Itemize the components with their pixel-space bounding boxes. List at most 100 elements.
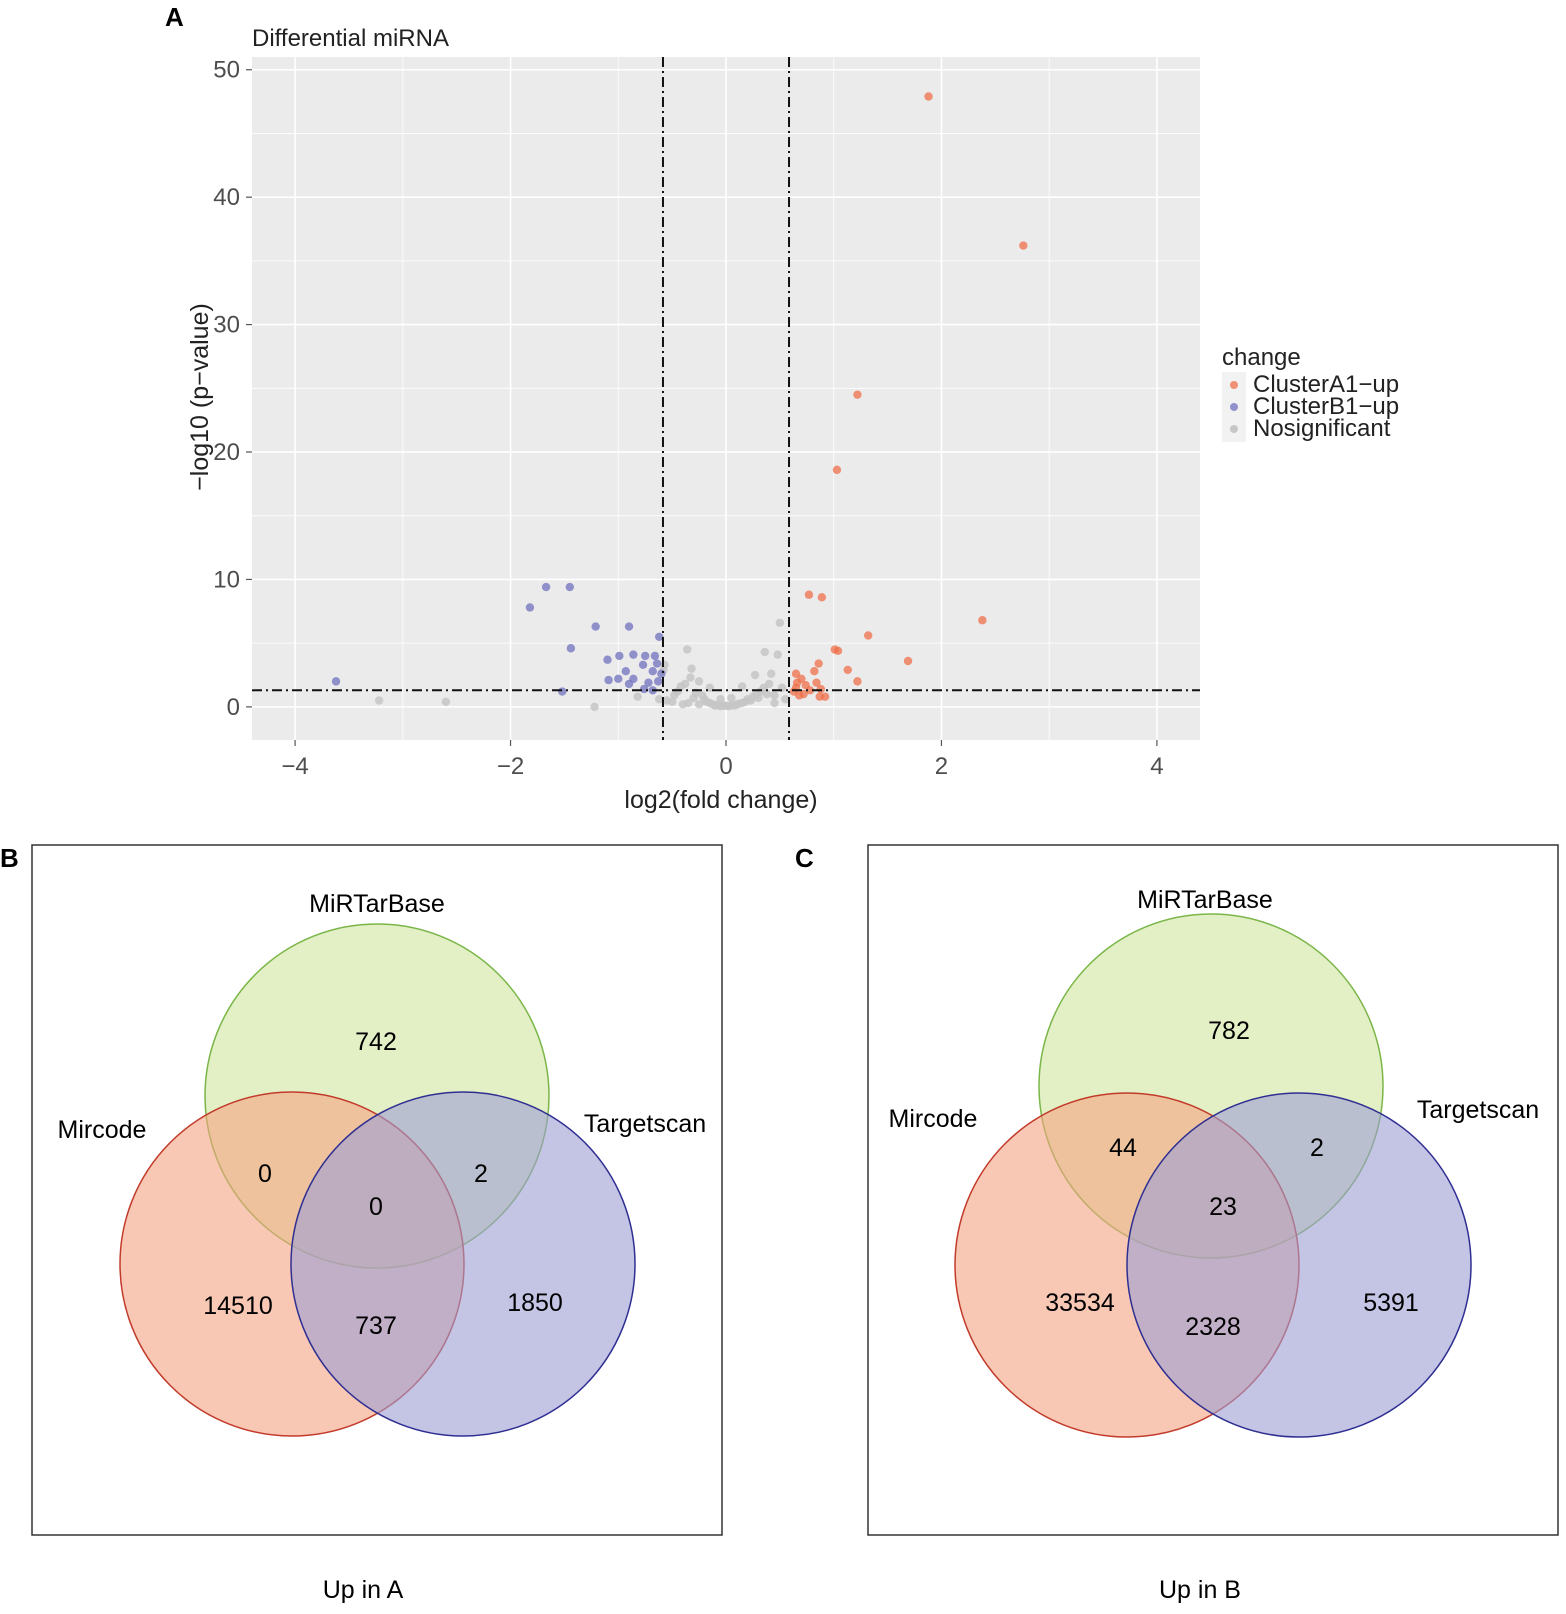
legend-title: change: [1222, 344, 1301, 371]
point-clusterB1: [648, 666, 657, 676]
point-nosig: [441, 697, 451, 706]
point-clusterB1: [652, 659, 662, 668]
region-mircode-mirtarbase: 44: [1109, 1134, 1137, 1162]
venn-circle-targetscan: [1126, 1092, 1472, 1438]
venn-caption: Up in B: [1159, 1576, 1241, 1604]
point-clusterA1: [816, 684, 825, 694]
y-tick-label: 0: [227, 694, 240, 721]
point-nosig: [781, 695, 790, 704]
region-all-three: 0: [369, 1193, 383, 1221]
point-clusterA1: [853, 677, 862, 686]
y-tick-label: 40: [213, 184, 240, 211]
set-label-mircode: Mircode: [889, 1105, 978, 1133]
point-clusterA1: [832, 465, 842, 475]
legend-swatch-clustera1: [1230, 381, 1238, 389]
point-clusterA1: [843, 665, 852, 675]
point-nosig: [686, 673, 695, 682]
legend-entry-nosig: Nosignificant: [1253, 415, 1391, 442]
set-label-targetscan: Targetscan: [1417, 1096, 1539, 1124]
region-mircode-only: 14510: [203, 1292, 273, 1320]
point-nosig: [760, 647, 769, 657]
point-clusterA1: [817, 593, 827, 602]
legend-swatch-clusterb1: [1230, 403, 1238, 411]
volcano-plot: Differential miRNA 0 10 20 30 40 50 −4 −…: [186, 25, 1399, 814]
point-clusterB1: [650, 651, 660, 661]
y-tick-label: 20: [213, 439, 240, 466]
x-tick-label: 2: [935, 753, 948, 780]
y-axis-label: −log10 (p−value): [186, 303, 214, 491]
point-clusterB1: [653, 677, 663, 686]
x-tick-label: 0: [719, 753, 732, 780]
venn-up-in-a: MiRTarBase Mircode Targetscan 742 0 2 0 …: [31, 844, 723, 1604]
set-label-mirtarbase: MiRTarBase: [1137, 886, 1273, 914]
y-tick-label: 50: [213, 57, 240, 84]
region-mirtarbase-targetscan: 2: [474, 1160, 488, 1188]
point-nosig: [727, 693, 736, 703]
venn-circle-targetscan: [290, 1091, 636, 1437]
region-mirtarbase-only: 742: [355, 1028, 397, 1056]
point-clusterB1: [558, 687, 567, 696]
region-mircode-mirtarbase: 0: [258, 1160, 272, 1188]
chart-title: Differential miRNA: [252, 25, 449, 52]
point-nosig: [660, 660, 669, 670]
point-nosig: [775, 618, 785, 627]
point-clusterA1: [810, 666, 819, 676]
region-mircode-targetscan: 737: [355, 1312, 397, 1340]
point-clusterB1: [644, 678, 653, 687]
point-clusterB1: [525, 603, 535, 612]
point-nosig: [694, 677, 704, 686]
region-mirtarbase-only: 782: [1208, 1017, 1250, 1045]
point-nosig: [767, 669, 776, 678]
y-axis: 0 10 20 30 40 50: [213, 57, 252, 721]
panel-label-b: B: [0, 843, 19, 873]
point-clusterB1: [591, 622, 600, 631]
venn-frame: [867, 844, 1559, 1536]
legend-entry-clustera1: ClusterA1−up: [1253, 371, 1399, 398]
x-axis-label: log2(fold change): [624, 786, 817, 814]
legend-swatch-nosig: [1230, 425, 1238, 433]
point-clusterB1: [624, 622, 634, 631]
point-clusterA1: [804, 590, 814, 599]
point-clusterB1: [641, 651, 650, 661]
region-mirtarbase-targetscan: 2: [1310, 1134, 1324, 1162]
point-nosig: [667, 697, 677, 706]
venn-frame: [31, 844, 723, 1536]
point-clusterA1: [924, 92, 933, 101]
point-clusterB1: [657, 669, 666, 678]
legend-entry-clusterb1: ClusterB1−up: [1253, 393, 1399, 420]
threshold-lines: [252, 57, 1200, 740]
point-clusterA1: [791, 669, 801, 678]
set-label-mircode: Mircode: [58, 1116, 147, 1144]
point-clusterA1: [799, 689, 808, 699]
point-clusterB1: [603, 655, 612, 664]
point-clusterB1: [621, 666, 631, 676]
point-clusterA1: [864, 631, 873, 640]
legend: change ClusterA1−up ClusterB1−up Nosigni…: [1222, 344, 1399, 442]
point-nosig: [633, 692, 642, 701]
x-tick-label: −2: [497, 753, 524, 780]
point-clusterB1: [629, 650, 638, 659]
point-clusterB1: [614, 674, 623, 684]
point-clusterA1: [820, 692, 830, 701]
point-clusterA1: [812, 678, 821, 687]
point-clusterA1: [805, 686, 815, 695]
region-mircode-only: 33534: [1045, 1289, 1115, 1317]
point-nosig: [750, 670, 760, 680]
point-nosig: [770, 698, 779, 708]
point-nosig: [590, 702, 599, 712]
point-clusterB1: [639, 684, 649, 694]
point-clusterA1: [814, 659, 823, 668]
region-targetscan-only: 1850: [507, 1289, 563, 1317]
point-clusterA1: [903, 656, 913, 666]
point-clusterA1: [833, 646, 843, 656]
point-nosig: [374, 696, 384, 705]
x-tick-label: 4: [1150, 753, 1163, 780]
point-nosig: [754, 693, 763, 703]
point-clusterB1: [655, 632, 664, 641]
point-nosig: [737, 682, 747, 691]
point-nosig: [687, 664, 696, 673]
point-clusterB1: [566, 644, 576, 653]
point-nosig: [655, 695, 664, 704]
region-targetscan-only: 5391: [1363, 1289, 1419, 1317]
point-clusterA1: [978, 616, 987, 625]
